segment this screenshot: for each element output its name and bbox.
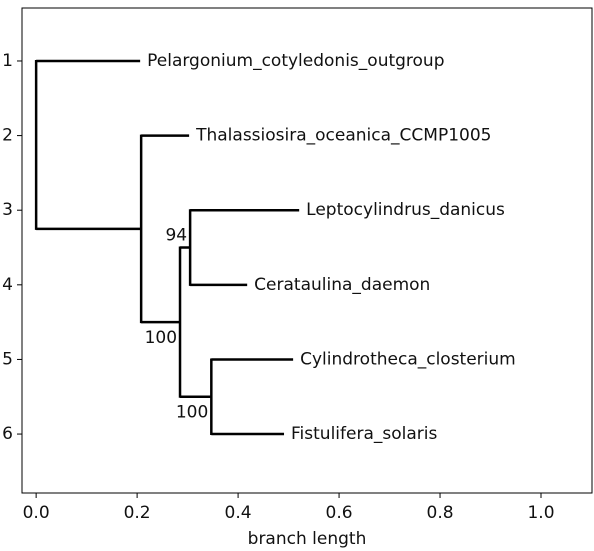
y-tick-label: 4 — [2, 275, 13, 295]
y-tick-label: 1 — [2, 51, 13, 71]
leaf-label: Cerataulina_daemon — [254, 275, 430, 295]
x-tick-label: 0.6 — [326, 503, 353, 523]
x-tick-label: 0.2 — [124, 503, 151, 523]
x-tick-label: 0.0 — [23, 503, 50, 523]
x-tick-label: 0.4 — [225, 503, 252, 523]
leaf-label: Pelargonium_cotyledonis_outgroup — [147, 51, 444, 71]
y-tick-label: 6 — [2, 424, 13, 444]
y-tick-label: 2 — [2, 126, 13, 146]
x-tick-label: 1.0 — [527, 503, 554, 523]
leaf-label: Cylindrotheca_closterium — [300, 349, 516, 369]
y-tick-label: 3 — [2, 200, 13, 220]
support-label: 100 — [145, 328, 177, 348]
support-label: 100 — [176, 403, 208, 423]
leaf-label: Leptocylindrus_danicus — [306, 200, 505, 220]
x-axis-label: branch length — [248, 529, 367, 549]
axes-frame — [21, 7, 593, 494]
y-tick-label: 5 — [2, 349, 13, 369]
support-label: 94 — [165, 226, 187, 246]
leaf-label: Thalassiosira_oceanica_CCMP1005 — [195, 126, 491, 146]
leaf-label: Fistulifera_solaris — [291, 424, 437, 444]
x-tick-label: 0.8 — [427, 503, 454, 523]
